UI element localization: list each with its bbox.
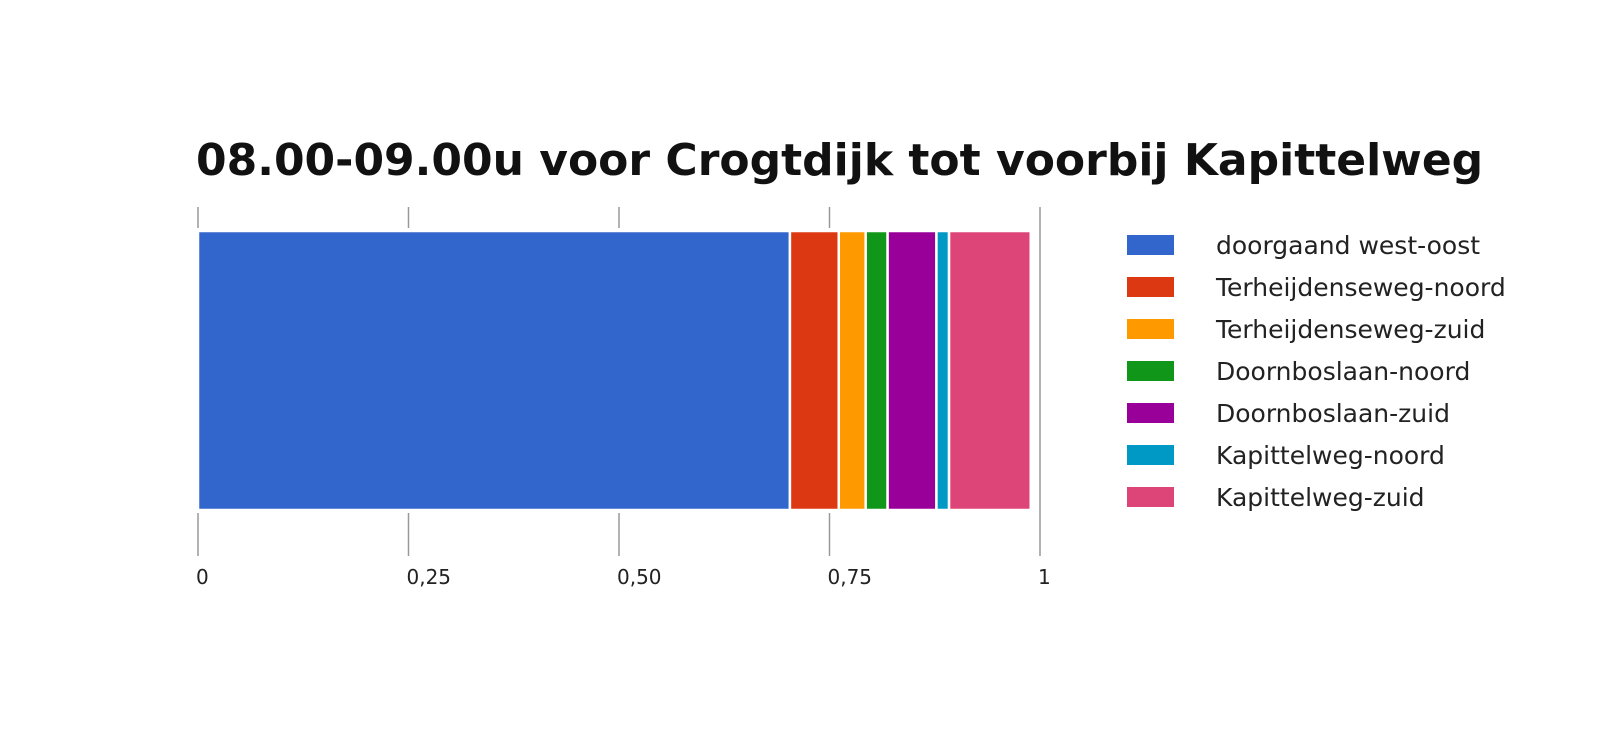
- legend-swatch: [1127, 361, 1174, 381]
- tick-label: 0: [196, 565, 209, 589]
- legend: doorgaand west-oost Terheijdenseweg-noord…: [1127, 231, 1506, 512]
- tick-label: 0,50: [617, 565, 662, 589]
- legend-label: Terheijdenseweg-zuid: [1215, 315, 1485, 344]
- x-axis: [197, 207, 1041, 556]
- x-axis-tick-labels: 0 0,25 0,50 0,75 1: [196, 565, 1051, 589]
- legend-label: Kapittelweg-zuid: [1216, 483, 1425, 512]
- chart-title: 08.00-09.00u voor Crogtdijk tot voorbij …: [196, 135, 1483, 186]
- bar-segment: [947, 229, 1032, 512]
- tick-label: 1: [1038, 565, 1051, 589]
- legend-label: Kapittelweg-noord: [1216, 441, 1445, 470]
- legend-label: Terheijdenseweg-noord: [1215, 273, 1506, 302]
- bar-segment: [196, 229, 792, 512]
- bar-segment: [837, 229, 867, 512]
- legend-swatch: [1127, 445, 1174, 465]
- bar-segments: [196, 229, 1032, 512]
- legend-label: Doornboslaan-noord: [1216, 357, 1470, 386]
- legend-label: Doornboslaan-zuid: [1216, 399, 1450, 428]
- legend-swatch: [1127, 277, 1174, 297]
- bar-segment: [886, 229, 938, 512]
- legend-swatch: [1127, 235, 1174, 255]
- legend-label: doorgaand west-oost: [1216, 231, 1480, 260]
- legend-swatch: [1127, 487, 1174, 507]
- bar-segment: [935, 229, 951, 512]
- bar-segment: [788, 229, 841, 512]
- tick-label: 0,75: [828, 565, 873, 589]
- tick-label: 0,25: [407, 565, 452, 589]
- legend-swatch: [1127, 403, 1174, 423]
- bar-segment: [864, 229, 889, 512]
- legend-swatch: [1127, 319, 1174, 339]
